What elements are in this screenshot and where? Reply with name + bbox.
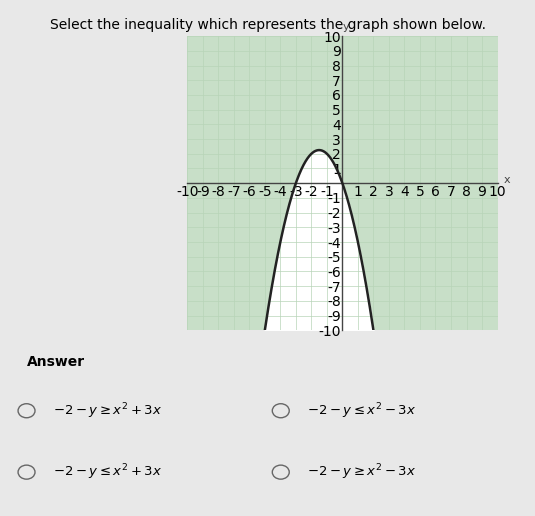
Text: $-2-y \geq x^2-3x$: $-2-y \geq x^2-3x$ (307, 462, 416, 482)
Text: x: x (503, 174, 510, 185)
Text: Select the inequality which represents the graph shown below.: Select the inequality which represents t… (50, 18, 485, 32)
Text: $-2-y \geq x^2+3x$: $-2-y \geq x^2+3x$ (53, 401, 162, 421)
Text: Answer: Answer (27, 354, 85, 368)
Text: $-2-y \leq x^2+3x$: $-2-y \leq x^2+3x$ (53, 462, 162, 482)
Text: $-2-y \leq x^2-3x$: $-2-y \leq x^2-3x$ (307, 401, 416, 421)
Text: y: y (343, 22, 349, 33)
